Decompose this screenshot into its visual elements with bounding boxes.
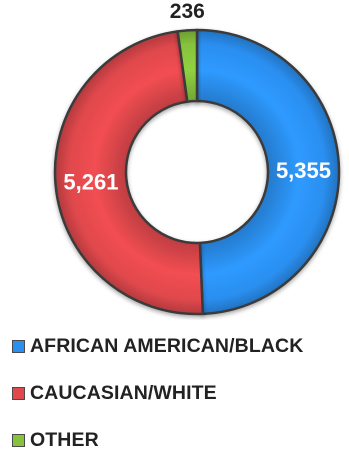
- donut-chart-svg: 5,355 5,261 236: [53, 0, 341, 316]
- legend-item-african-american-black: AFRICAN AMERICAN/BLACK: [12, 334, 347, 359]
- legend-label: OTHER: [30, 429, 99, 451]
- data-label-caucasian-white: 5,261: [63, 169, 118, 194]
- data-label-african-american-black: 5,355: [276, 158, 331, 183]
- labels-layer: 5,355 5,261 236: [63, 0, 331, 194]
- donut-chart: 5,355 5,261 236: [53, 0, 341, 316]
- legend-label: CAUCASIAN/WHITE: [30, 382, 217, 404]
- data-label-other: 236: [170, 0, 205, 23]
- legend-swatch-other: [12, 434, 25, 447]
- legend-item-caucasian-white: CAUCASIAN/WHITE: [12, 381, 347, 406]
- slices-layer: [53, 28, 341, 316]
- donut-slice-caucasian-white: [53, 30, 205, 316]
- legend-label: AFRICAN AMERICAN/BLACK: [30, 335, 304, 357]
- legend-item-other: OTHER: [12, 428, 347, 453]
- donut-slice-other: [176, 28, 199, 103]
- legend: AFRICAN AMERICAN/BLACK CAUCASIAN/WHITE O…: [12, 334, 347, 475]
- legend-swatch-caucasian-white: [12, 387, 25, 400]
- legend-swatch-african-american-black: [12, 340, 25, 353]
- donut-slice-african-american-black: [195, 28, 341, 316]
